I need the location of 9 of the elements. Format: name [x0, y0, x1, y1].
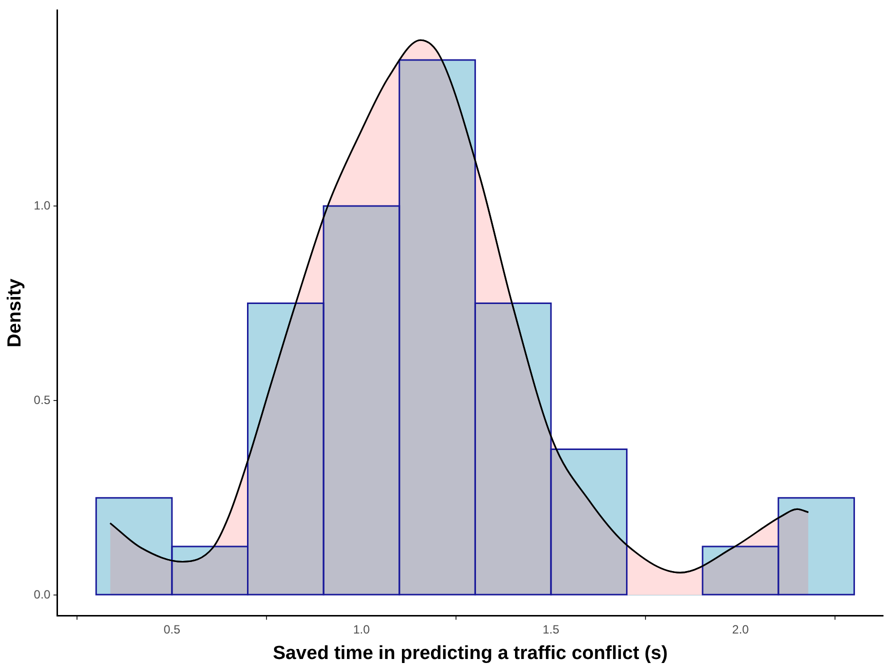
y-tick-label: 0.0 — [34, 587, 51, 602]
x-tick-label: 1.0 — [353, 622, 370, 636]
x-tick-label: 1.5 — [542, 622, 560, 636]
x-tick-label: 2.0 — [732, 622, 750, 636]
y-tick-label: 0.5 — [34, 392, 51, 407]
y-axis-title: Density — [4, 278, 26, 348]
x-tick-label: 0.5 — [164, 622, 181, 636]
y-tick-label: 1.0 — [34, 198, 51, 212]
x-axis-title: Saved time in predicting a traffic conflict (s) — [272, 642, 668, 664]
